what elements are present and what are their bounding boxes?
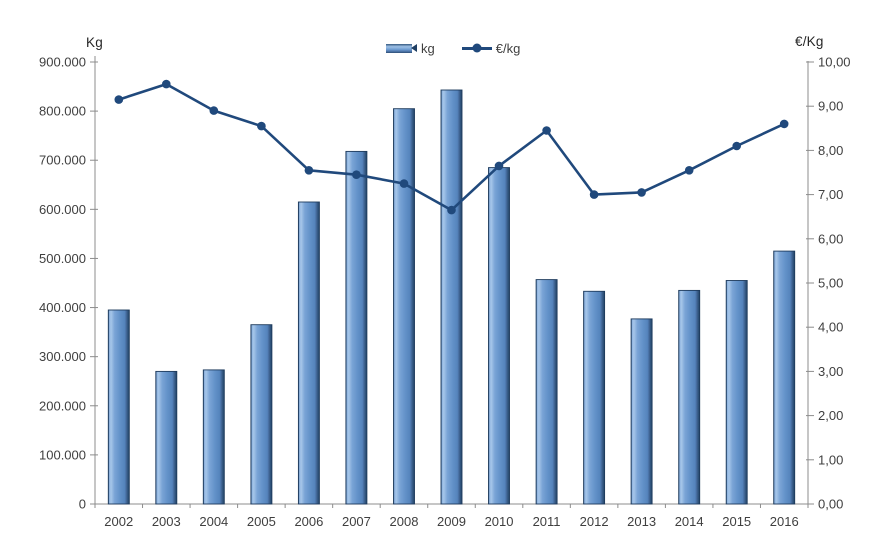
y-right-tick-label: 1,00 [818, 452, 843, 467]
bar-2013 [630, 318, 653, 505]
y-right-tick-label: 3,00 [818, 364, 843, 379]
x-tick-label: 2002 [104, 514, 133, 529]
line-series [114, 79, 789, 215]
y-right-tick-label: 4,00 [818, 320, 843, 335]
legend-label-eur-per-kg: €/kg [495, 40, 521, 56]
y-left-tick-label: 800.000 [39, 104, 86, 119]
line-point-2010 [494, 161, 504, 171]
axis-labels: 0 100.000 200.000 300.000 400.000 500.000 600.… [39, 55, 851, 530]
x-tick-label: 2011 [533, 514, 561, 529]
line-point-2015 [732, 141, 741, 151]
legend-label-kg: kg [421, 40, 435, 56]
y-right-tick-label: 7,00 [818, 187, 843, 202]
bar-series [107, 89, 796, 505]
legend-item-kg: kg [386, 41, 435, 56]
line-point-2013 [637, 188, 646, 197]
y-right-tick-label: 10,00 [818, 55, 851, 70]
x-tick-label: 2009 [437, 514, 466, 529]
bar-2009 [440, 89, 463, 505]
x-tick-label: 2006 [294, 514, 323, 529]
x-tick-label: 2014 [675, 514, 704, 529]
x-tick-label: 2004 [199, 514, 228, 529]
line-point-2007 [352, 170, 361, 179]
x-tick-label: 2007 [342, 514, 371, 529]
bar-2015 [725, 280, 748, 505]
line-point-2004 [209, 106, 219, 115]
legend-item-eur-per-kg: €/kg [461, 40, 521, 56]
line-point-2006 [304, 166, 314, 175]
x-tick-label: 2005 [247, 514, 276, 529]
y-right-tick-label: 9,00 [818, 99, 843, 114]
bar-2008 [393, 108, 415, 505]
y-left-tick-label: 500.000 [39, 251, 86, 266]
x-tick-label: 2015 [722, 514, 751, 529]
line-series-swatch-icon [461, 43, 492, 53]
line-point-2005 [257, 121, 266, 131]
x-tick-label: 2013 [627, 514, 656, 529]
y-left-tick-label: 700.000 [39, 153, 86, 168]
y-left-tick-label: 400.000 [39, 300, 86, 315]
y-right-tick-label: 8,00 [818, 143, 843, 158]
y-left-tick-label: 0 [79, 497, 86, 512]
line-point-2009 [447, 205, 456, 215]
y-left-tick-label: 200.000 [39, 398, 86, 413]
left-axis-title: Kg [86, 35, 103, 50]
bar-2003 [155, 370, 178, 505]
bar-2002 [107, 309, 130, 505]
y-right-tick-label: 5,00 [818, 276, 843, 291]
bar-2011 [535, 279, 558, 505]
bar-2006 [297, 201, 320, 505]
line-point-2002 [114, 95, 124, 104]
x-tick-label: 2016 [770, 514, 799, 529]
x-tick-label: 2003 [152, 514, 181, 529]
line-point-2012 [589, 190, 599, 199]
line-point-2016 [779, 119, 789, 129]
line-point-2011 [542, 126, 551, 135]
x-tick-label: 2010 [485, 514, 514, 529]
bar-2007 [345, 150, 368, 505]
line-point-2008 [399, 179, 409, 188]
bar-2014 [678, 289, 701, 505]
y-left-tick-label: 600.000 [39, 202, 86, 217]
y-left-tick-label: 100.000 [39, 447, 86, 462]
bar-2010 [488, 167, 510, 505]
right-axis-title: €/Kg [795, 34, 824, 49]
x-tick-label: 2012 [580, 514, 609, 529]
line-point-2014 [684, 166, 694, 175]
bar-swatch-endcap-icon [411, 44, 417, 52]
y-left-tick-label: 300.000 [39, 349, 86, 364]
y-right-tick-label: 0,00 [818, 497, 843, 512]
line-point-2003 [162, 79, 171, 89]
bar-2005 [250, 324, 273, 505]
bar-2012 [583, 290, 606, 505]
y-left-tick-label: 900.000 [39, 55, 86, 70]
x-tick-label: 2008 [390, 514, 419, 529]
bar-2016 [773, 250, 796, 505]
legend: kg €/kg [386, 40, 521, 56]
y-right-tick-label: 2,00 [818, 408, 843, 423]
bar-2004 [202, 369, 225, 505]
bar-series-swatch-icon [386, 43, 412, 53]
y-right-tick-label: 6,00 [818, 231, 843, 246]
